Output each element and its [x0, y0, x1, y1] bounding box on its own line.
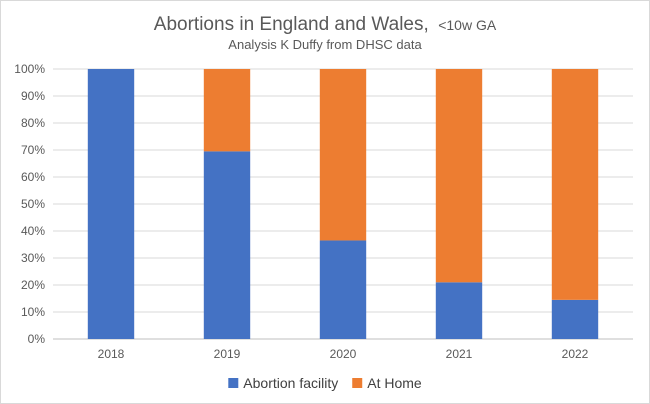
bar-at-home-2019 — [203, 69, 251, 152]
legend-swatch — [228, 378, 239, 388]
bar-at-home-2021 — [435, 69, 483, 283]
y-tick-label: 40% — [21, 224, 45, 238]
y-axis-ticks: 0% 10% 20% 30% 40% 50% 60% 70% 80% 90% 100% — [14, 62, 45, 346]
y-tick-label: 30% — [21, 251, 45, 265]
chart-title: Abortions in England and Wales, <10w GA — [154, 14, 497, 35]
y-tick-label: 20% — [21, 278, 45, 292]
y-tick-label: 70% — [21, 143, 45, 157]
x-tick-label: 2022 — [562, 347, 589, 361]
legend-label: Abortion facility — [243, 375, 338, 391]
y-tick-label: 60% — [21, 170, 45, 184]
legend-label: At Home — [367, 375, 422, 391]
bar-abortion-facility-2020 — [319, 240, 367, 339]
y-tick-label: 90% — [21, 89, 45, 103]
x-tick-label: 2020 — [330, 347, 357, 361]
bars — [87, 69, 599, 339]
bar-at-home-2020 — [319, 69, 367, 241]
x-tick-label: 2018 — [98, 347, 125, 361]
bar-abortion-facility-2019 — [203, 151, 251, 339]
y-tick-label: 10% — [21, 305, 45, 319]
x-tick-label: 2019 — [214, 347, 241, 361]
legend-swatch — [352, 378, 363, 388]
bar-abortion-facility-2021 — [435, 282, 483, 339]
chart-title-main: Abortions in England and Wales, — [154, 14, 429, 35]
y-tick-label: 0% — [28, 332, 46, 346]
legend: Abortion facility At Home — [228, 375, 422, 391]
x-axis-ticks: 2018 2019 2020 2021 2022 — [98, 347, 589, 361]
y-tick-label: 100% — [14, 62, 45, 76]
bar-at-home-2022 — [551, 69, 599, 300]
chart-title-suffix: <10w GA — [438, 17, 497, 33]
bar-abortion-facility-2018 — [87, 69, 135, 339]
y-tick-label: 80% — [21, 116, 45, 130]
y-tick-label: 50% — [21, 197, 45, 211]
x-tick-label: 2021 — [446, 347, 473, 361]
chart-subtitle: Analysis K Duffy from DHSC data — [228, 37, 422, 52]
bar-abortion-facility-2022 — [551, 299, 599, 339]
